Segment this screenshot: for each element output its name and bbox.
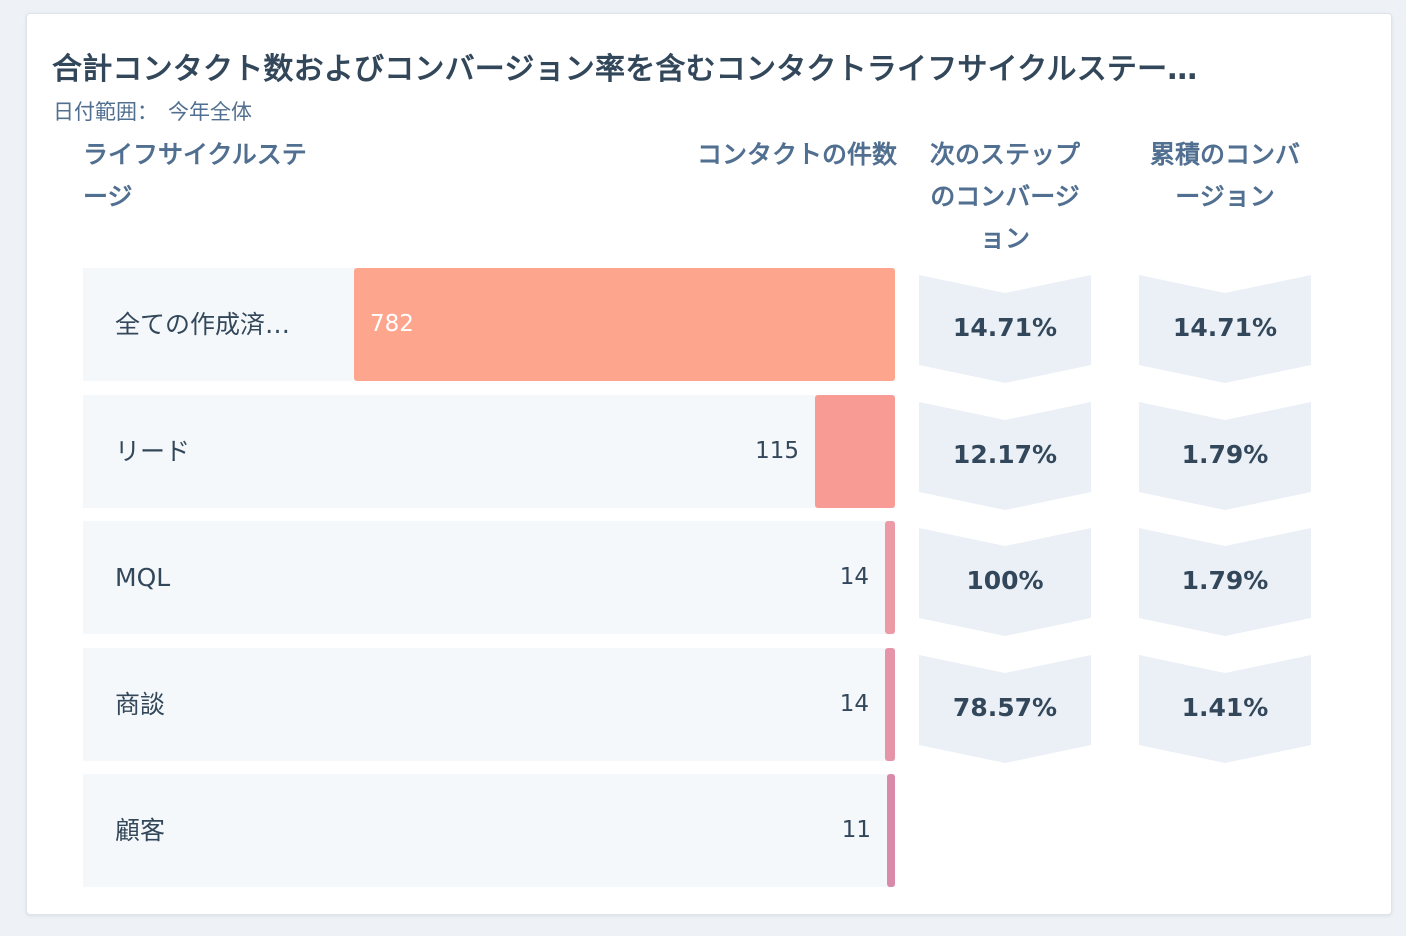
stage-label: 商談 — [115, 690, 166, 719]
stage-label: リード — [115, 437, 191, 466]
stage-label: 全ての作成済… — [115, 310, 291, 339]
stage-label: 顧客 — [115, 816, 166, 845]
funnel-row[interactable]: リード 115 — [83, 395, 895, 508]
chevron-polygon — [1139, 528, 1311, 636]
column-header-count: コンタクトの件数 — [696, 140, 897, 169]
cumulative-conversion-chevron: 1.41% — [1139, 655, 1311, 763]
bar-track: 115 — [354, 395, 895, 508]
next-step-conversion-value: 12.17% — [952, 440, 1058, 469]
cumulative-conversion-chevron: 14.71% — [1139, 275, 1311, 383]
cumulative-conversion-value: 1.79% — [1181, 566, 1269, 595]
chevron-shape — [919, 655, 1091, 763]
next-step-conversion-chevron: 78.57% — [919, 655, 1091, 763]
cumulative-conversion-chevron: 1.79% — [1139, 402, 1311, 510]
bar-track: 11 — [354, 774, 895, 887]
chevron-shape — [919, 528, 1091, 636]
chevron-polygon — [1139, 655, 1311, 763]
count-bar[interactable] — [885, 648, 895, 761]
chevron-shape — [1139, 528, 1311, 636]
chevron-shape — [1139, 655, 1311, 763]
count-value-label: 11 — [841, 817, 871, 843]
funnel-report-card: 合計コンタクト数およびコンバージョン率を含むコンタクトライフサイクルステー… 日… — [26, 13, 1392, 915]
date-range-label: 日付範囲： — [53, 100, 158, 124]
date-range: 日付範囲： 今年全体 — [53, 96, 262, 126]
cumulative-conversion-value: 1.41% — [1181, 693, 1269, 722]
chevron-polygon — [1139, 402, 1311, 510]
bar-track: 14 — [354, 521, 895, 634]
funnel-row[interactable]: 商談 14 — [83, 648, 895, 761]
next-step-conversion-value: 100% — [966, 566, 1044, 595]
count-value-label: 14 — [839, 564, 869, 590]
next-step-conversion-chevron: 100% — [919, 528, 1091, 636]
chevron-polygon — [919, 528, 1091, 636]
column-header-next-conversion: 次のステップのコンバージョン — [929, 140, 1080, 253]
chevron-polygon — [919, 655, 1091, 763]
date-range-value: 今年全体 — [168, 100, 252, 124]
chevron-shape — [1139, 275, 1311, 383]
chevron-shape — [919, 275, 1091, 383]
report-title[interactable]: 合計コンタクト数およびコンバージョン率を含むコンタクトライフサイクルステー… — [52, 52, 1198, 87]
chevron-polygon — [1139, 275, 1311, 383]
funnel-row[interactable]: 顧客 11 — [83, 774, 895, 887]
next-step-conversion-chevron: 14.71% — [919, 275, 1091, 383]
chevron-shape — [1139, 402, 1311, 510]
bar-track: 14 — [354, 648, 895, 761]
count-bar[interactable] — [815, 395, 895, 508]
count-bar[interactable] — [887, 774, 895, 887]
cumulative-conversion-chevron: 1.79% — [1139, 528, 1311, 636]
stage-label: MQL — [115, 563, 171, 592]
chevron-polygon — [919, 402, 1091, 510]
funnel-row[interactable]: 全ての作成済… 782 — [83, 268, 895, 381]
funnel-row[interactable]: MQL 14 — [83, 521, 895, 634]
cumulative-conversion-value: 1.79% — [1181, 440, 1269, 469]
chevron-shape — [919, 402, 1091, 510]
next-step-conversion-chevron: 12.17% — [919, 402, 1091, 510]
count-bar[interactable] — [885, 521, 895, 634]
cumulative-conversion-value: 14.71% — [1172, 313, 1278, 342]
count-value-label: 115 — [755, 438, 799, 464]
chevron-polygon — [919, 275, 1091, 383]
count-value-label: 782 — [370, 311, 414, 337]
column-header-cumulative-conversion: 累積のコンバージョン — [1149, 140, 1300, 211]
count-value-label: 14 — [839, 691, 869, 717]
bar-track: 782 — [354, 268, 895, 381]
count-bar[interactable] — [354, 268, 895, 381]
column-header-stage: ライフサイクルステージ — [83, 140, 307, 211]
next-step-conversion-value: 78.57% — [952, 693, 1058, 722]
next-step-conversion-value: 14.71% — [952, 313, 1058, 342]
